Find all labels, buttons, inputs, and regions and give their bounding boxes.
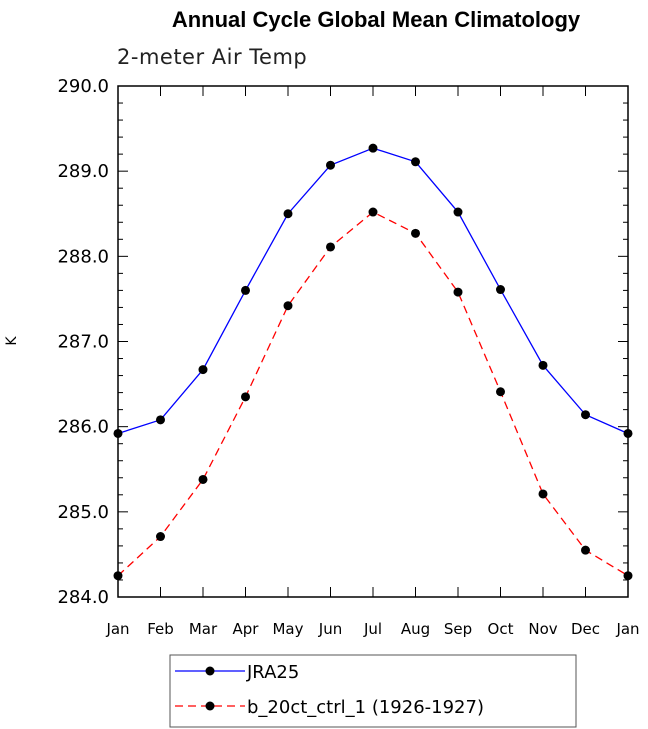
series-2-point: [581, 545, 590, 555]
series-2-point: [368, 207, 378, 217]
plot-area: Jan Feb Mar Apr May Jun Jul Aug Sep Oct Nov Dec Jan 2…: [57, 76, 639, 638]
y-axis-label: K: [4, 336, 20, 346]
y-tick-label: 286.0: [57, 417, 109, 438]
y-tick-label: 287.0: [57, 332, 109, 353]
legend: JRA25 b_20ct_ctrl_1 (1926-1927): [169, 654, 577, 728]
series-1-point: [368, 143, 378, 153]
series-1-point: [538, 360, 548, 370]
legend-box: [169, 654, 577, 728]
y-tick-label: 284.0: [57, 587, 109, 608]
series-2-point: [326, 242, 335, 252]
series-2-line: [117, 211, 629, 577]
legend-entry-1-marker: [205, 666, 215, 676]
x-tick-label: Jun: [318, 620, 342, 638]
series-1-point: [156, 415, 165, 425]
series-1-point: [241, 285, 250, 295]
x-tick-label: Aug: [401, 620, 430, 638]
x-tick-label: Feb: [147, 620, 174, 638]
series-2-point: [496, 387, 505, 397]
series-2-point: [538, 489, 548, 499]
series-2-point: [283, 301, 293, 311]
chart-title: Annual Cycle Global Mean Climatology: [172, 7, 581, 32]
x-tick-label: Dec: [571, 620, 600, 638]
series-1-point: [623, 428, 633, 438]
y-tick-label: 290.0: [57, 76, 109, 97]
series-1-point: [453, 207, 463, 217]
chart-subtitle: 2-meter Air Temp: [117, 45, 307, 69]
series-2-point: [411, 228, 420, 238]
y-tick-label: 288.0: [57, 246, 109, 267]
x-tick-label: Apr: [233, 620, 260, 638]
series-1-point: [198, 365, 208, 375]
series-1-line: [117, 147, 629, 435]
y-tick-label: 285.0: [57, 502, 109, 523]
series-1-point: [113, 428, 123, 438]
series-1-point: [283, 209, 293, 219]
x-tick-label: Oct: [488, 620, 514, 638]
series-1-point: [496, 285, 505, 295]
x-tick-label: Sep: [444, 620, 472, 638]
plot-frame: [117, 85, 629, 598]
series-2-point: [623, 571, 633, 581]
x-tick-label: Jan: [105, 620, 129, 638]
series-2-point: [156, 532, 165, 542]
legend-entry-1-label: JRA25: [246, 662, 299, 683]
series-2-point: [241, 392, 250, 402]
series-1-point: [326, 160, 335, 170]
x-tick-label: May: [272, 620, 303, 638]
legend-entry-2-label: b_20ct_ctrl_1 (1926-1927): [247, 697, 484, 718]
series-1-point: [411, 157, 420, 167]
x-tick-label: Nov: [528, 620, 557, 638]
legend-entry-2-marker: [205, 701, 215, 711]
series-2-point: [198, 474, 208, 484]
series-2-point: [453, 287, 463, 297]
series-1-point: [581, 410, 590, 420]
x-tick-label: Jan: [615, 620, 639, 638]
x-tick-label: Mar: [189, 620, 218, 638]
y-tick-label: 289.0: [57, 161, 109, 182]
x-tick-label: Jul: [363, 620, 382, 638]
series-2-point: [113, 571, 123, 581]
